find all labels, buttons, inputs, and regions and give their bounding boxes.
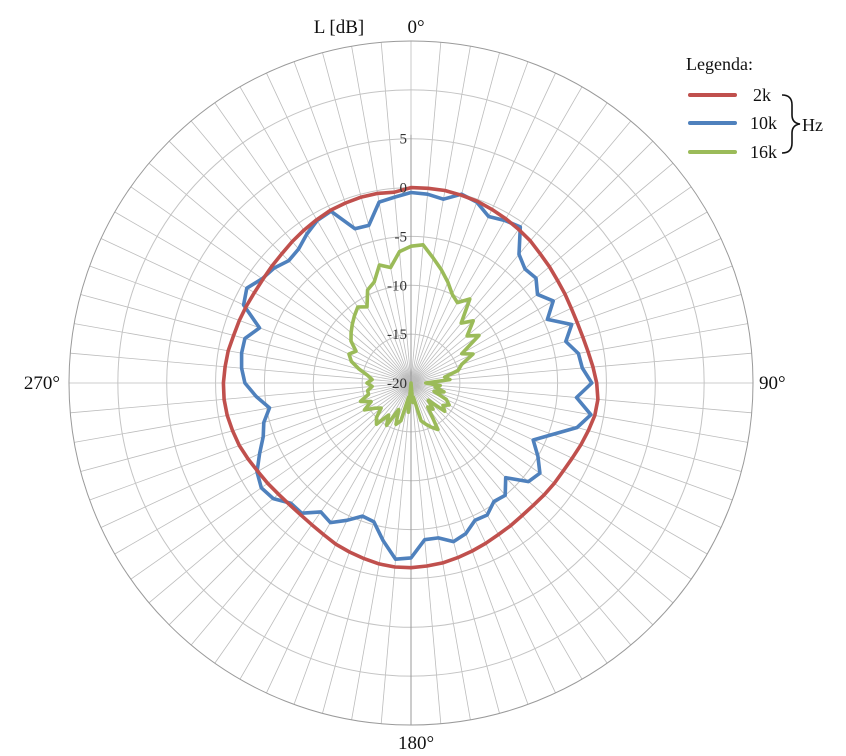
grid-spoke (130, 186, 412, 384)
grid-spoke (293, 382, 412, 705)
legend: Legenda: 2k 10k 16k Hz (686, 54, 823, 162)
r-tick-label: -15 (387, 327, 407, 343)
grid-spoke (266, 72, 412, 384)
grid-spoke (410, 382, 529, 705)
grid-spoke (266, 382, 412, 694)
grid-spoke (410, 72, 556, 384)
grid-spoke (410, 382, 556, 694)
grid-spoke (410, 42, 442, 384)
grid-spoke (410, 162, 674, 384)
grid-spoke (168, 140, 412, 384)
grid-spoke (410, 382, 708, 555)
grid-spoke (410, 382, 733, 501)
grid-spoke (410, 382, 608, 664)
grid-spoke (410, 61, 529, 384)
grid-spoke (410, 382, 752, 414)
angle-label-90: 90° (759, 373, 786, 394)
grid-spoke (410, 52, 500, 384)
grid-spoke (410, 238, 722, 384)
grid-spoke (380, 382, 412, 724)
grid-spoke (80, 382, 412, 472)
series-line-16k (347, 243, 481, 432)
grid-spoke (214, 382, 412, 664)
r-tick-label: -20 (387, 376, 407, 392)
grid-spoke (410, 120, 632, 384)
r-tick-label: -10 (387, 278, 407, 294)
grid-spoke (322, 52, 412, 384)
series-layer (221, 185, 600, 570)
grid-spoke (239, 86, 412, 384)
legend-entry-2k: 2k (753, 85, 771, 105)
radial-axis-label: L [dB] (314, 17, 364, 38)
grid-spoke (410, 382, 442, 724)
grid-spoke (410, 382, 471, 720)
grid-spoke (74, 382, 412, 443)
grid-spoke (89, 265, 412, 384)
r-tick-label: 5 (400, 132, 408, 148)
grid-spoke (410, 186, 692, 384)
angle-label-270: 270° (24, 373, 60, 394)
grid-spoke (114, 211, 412, 384)
grid-spoke (410, 102, 608, 384)
legend-brace (781, 94, 801, 154)
angle-label-180: 180° (398, 733, 434, 754)
angle-label-0: 0° (407, 17, 424, 38)
grid-spoke (351, 382, 412, 720)
legend-entry-10k: 10k (750, 113, 777, 133)
grid-spoke (380, 42, 412, 384)
grid-spoke (239, 382, 412, 680)
grid-spoke (351, 46, 412, 384)
grid-spoke (293, 61, 412, 384)
r-tick-label: -5 (395, 229, 408, 245)
grid-spoke (70, 382, 412, 414)
grid-spoke (410, 140, 654, 384)
grid-spoke (410, 294, 742, 384)
grid-spoke (410, 382, 654, 626)
grid-spoke (410, 382, 692, 580)
grid-spoke (410, 46, 471, 384)
grid-spoke (130, 382, 412, 580)
grid-spoke (100, 382, 412, 528)
grid-spoke (89, 382, 412, 501)
grid-spoke (410, 382, 583, 680)
grid-spoke (410, 382, 500, 714)
grid-spoke (322, 382, 412, 714)
grid-spoke (214, 102, 412, 384)
grid-spoke (148, 382, 412, 604)
series-line-10k (239, 190, 594, 562)
series-line-2k (221, 185, 600, 570)
grid-spoke (100, 238, 412, 384)
polar-grid (68, 40, 754, 726)
grid-spoke (114, 382, 412, 555)
legend-unit: Hz (802, 115, 823, 135)
grid-spoke (410, 382, 722, 528)
r-tick-label: 0 (400, 181, 408, 197)
grid-spoke (410, 382, 632, 646)
legend-entry-16k: 16k (750, 142, 777, 162)
grid-spoke (190, 120, 412, 384)
grid-spoke (148, 162, 412, 384)
legend-title: Legenda: (686, 54, 753, 74)
labels-layer: L [dB] 0° 90° 180° 270° 5 0 -5 -10 -15 -20 (24, 17, 786, 754)
grid-spoke (410, 382, 748, 443)
grid-spoke (410, 86, 583, 384)
grid-spoke (410, 382, 674, 604)
